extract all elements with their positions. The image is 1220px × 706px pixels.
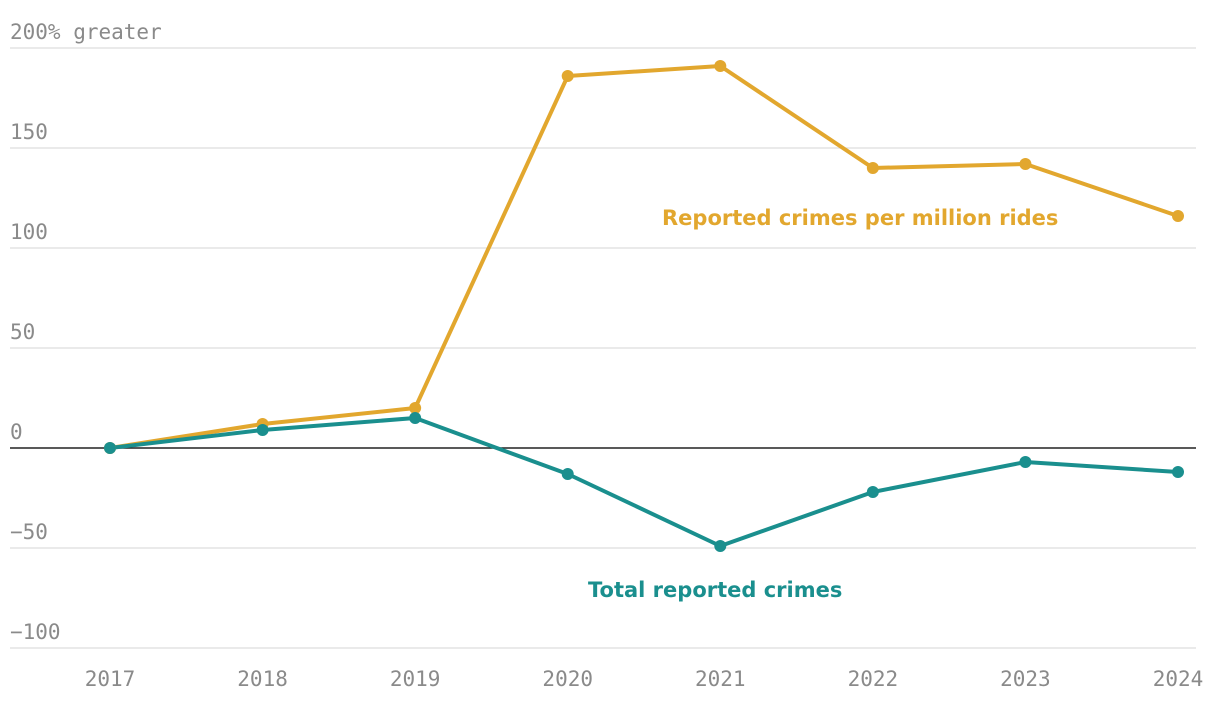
data-point [409,412,422,424]
series-line [108,416,1180,548]
y-axis-ticks: 200% greater 150 100 50 0 −50 −100 [10,20,162,644]
data-point [256,424,269,436]
data-point [1172,210,1184,222]
gridlines [10,47,1196,649]
y-tick-label: 50 [10,320,35,344]
data-point [1019,158,1032,170]
series-labels: Reported crimes per million rides Total … [588,206,1058,602]
y-tick-label: 150 [10,120,48,144]
data-point [561,70,574,82]
data-point [714,540,727,552]
y-tick-label: −100 [10,620,61,644]
x-tick-label: 2021 [695,667,746,691]
data-point [866,162,879,174]
x-axis-ticks: 2017 2018 2019 2020 2021 2022 2023 2024 [85,667,1204,691]
data-point [409,402,422,414]
x-tick-label: 2022 [848,667,899,691]
y-tick-label: 200% greater [10,20,162,44]
x-tick-label: 2024 [1153,667,1204,691]
x-tick-label: 2019 [390,667,441,691]
data-point [561,468,574,480]
x-tick-label: 2020 [542,667,593,691]
y-tick-label: 0 [10,420,23,444]
data-point [1019,456,1032,468]
series-points [104,60,1184,552]
data-point [714,60,727,72]
data-point [1172,466,1184,478]
data-point [104,442,116,454]
data-point [866,486,879,498]
series-label-total-reported-crimes: Total reported crimes [588,578,842,602]
series-lines [108,64,1180,548]
y-tick-label: 100 [10,220,48,244]
x-tick-label: 2023 [1000,667,1051,691]
series-label-per-million-rides: Reported crimes per million rides [662,206,1058,230]
y-tick-label: −50 [10,520,48,544]
series-line [108,64,1180,450]
x-tick-label: 2017 [85,667,136,691]
x-tick-label: 2018 [237,667,288,691]
